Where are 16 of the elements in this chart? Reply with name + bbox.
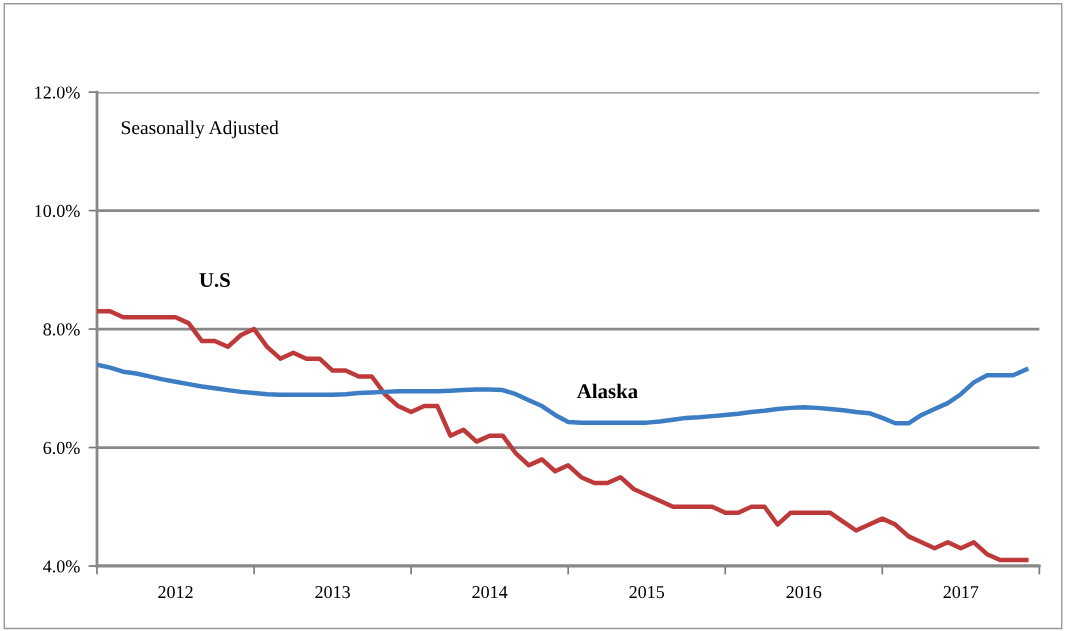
y-tick-label: 8.0%: [43, 323, 80, 336]
annotation: Seasonally Adjusted: [121, 120, 279, 139]
x-tick-label: 2013: [315, 585, 350, 599]
series-label: U.S: [199, 273, 230, 288]
x-tick-label: 2014: [472, 585, 508, 599]
y-tick-label: 10.0%: [35, 204, 80, 218]
x-tick-label: 2016: [786, 585, 822, 599]
y-tick-label: 12.0%: [35, 86, 80, 99]
series-label: Alaska: [576, 383, 638, 399]
x-tick-label: 2017: [943, 585, 979, 599]
y-tick-label: 6.0%: [43, 441, 80, 455]
y-tick-label: 4.0%: [43, 560, 80, 573]
x-tick-label: 2012: [158, 585, 193, 599]
line-series: [97, 309, 1029, 563]
line-series: [97, 362, 1029, 426]
x-tick-label: 2015: [629, 585, 665, 599]
